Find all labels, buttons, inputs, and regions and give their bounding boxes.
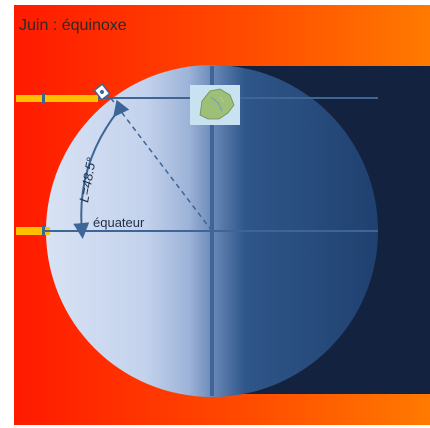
observer-icon [93, 83, 111, 101]
sun-ray-equator [16, 226, 50, 236]
diagram-title: Juin : équinoxe [19, 17, 127, 34]
diagram-slide: Juin : équinoxe L=48.5° équateur [14, 5, 430, 425]
sun-ray-top [16, 94, 98, 103]
france-map-icon [190, 85, 240, 125]
equinox-diagram: Juin : équinoxe L=48.5° équateur [14, 5, 430, 425]
latitude-arc [73, 99, 130, 239]
equator-label: équateur [93, 215, 145, 230]
dashed-radius [109, 96, 213, 232]
